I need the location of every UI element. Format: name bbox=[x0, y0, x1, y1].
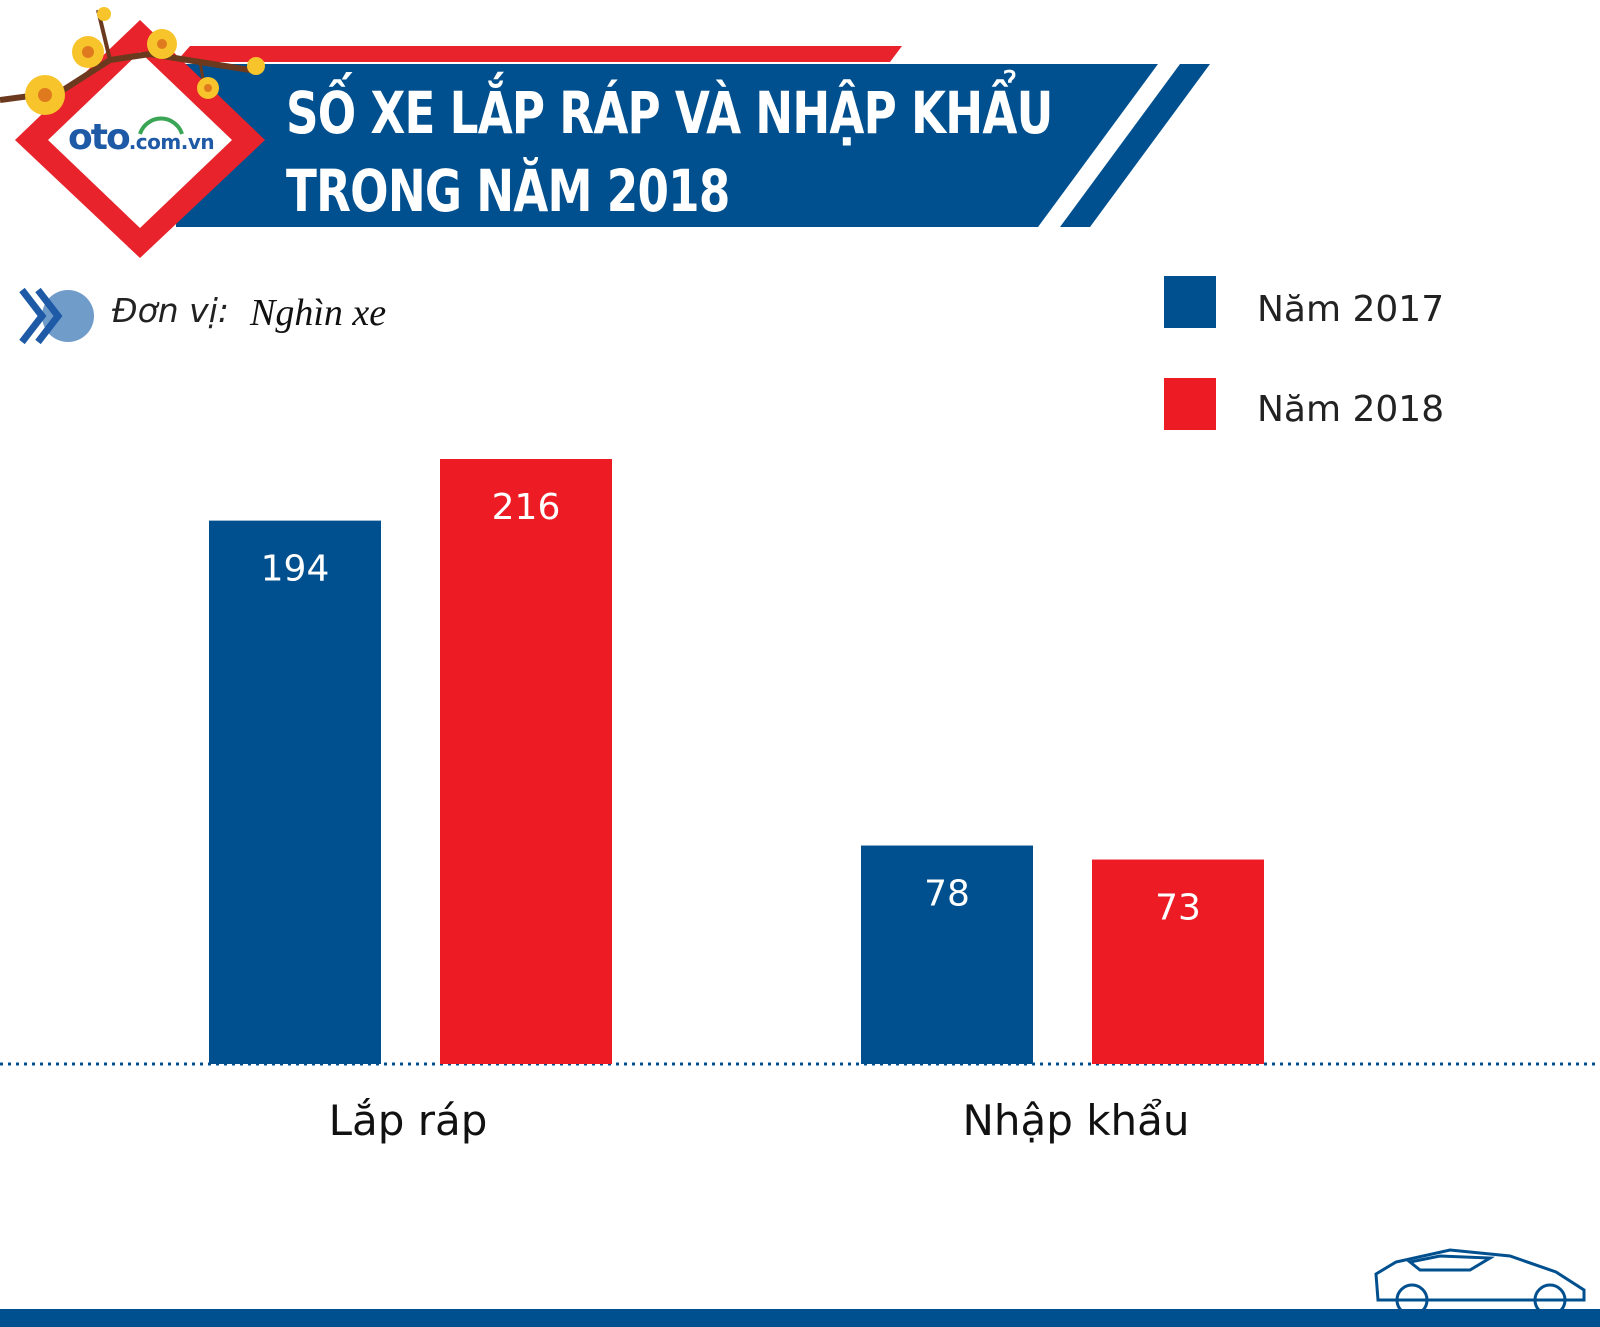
logo-diamond-inner bbox=[48, 52, 232, 228]
logo-speedometer-icon bbox=[138, 116, 184, 135]
data-label-nhap-khau-2017: 78 bbox=[924, 874, 970, 915]
category-label-nhap-khau: Nhập khẩu bbox=[962, 1096, 1190, 1145]
header-blue-band bbox=[176, 64, 1158, 227]
data-label-nhap-khau-2018: 73 bbox=[1155, 888, 1201, 929]
data-label-lap-rap-2018: 216 bbox=[492, 487, 561, 528]
legend-swatch-2018 bbox=[1164, 378, 1216, 430]
bar-lap-rap-2017 bbox=[209, 520, 381, 1064]
unit-label: Đơn vị: bbox=[112, 291, 229, 330]
logo-badge bbox=[15, 20, 265, 258]
header-banner bbox=[176, 46, 1210, 227]
data-label-lap-rap-2017: 194 bbox=[261, 549, 330, 590]
legend-label-2017: Năm 2017 bbox=[1257, 289, 1445, 330]
category-label-lap-rap: Lắp ráp bbox=[328, 1096, 488, 1145]
bar-lap-rap-2018 bbox=[440, 459, 612, 1064]
logo-text: oto.com.vn bbox=[68, 117, 215, 158]
header-blue-slash bbox=[1060, 64, 1210, 227]
page-title-line-1: SỐ XE LẮP RÁP VÀ NHẬP KHẨU bbox=[286, 79, 1053, 147]
apricot-blossom-icon bbox=[0, 7, 265, 115]
legend-swatch-2017 bbox=[1164, 276, 1216, 328]
unit-value: Nghìn xe bbox=[250, 292, 387, 334]
logo-domain: .com.vn bbox=[128, 130, 215, 154]
chevron-double-right-icon bbox=[19, 287, 94, 345]
logo-main: oto bbox=[68, 117, 131, 158]
page-title-line-2: TRONG NĂM 2018 bbox=[286, 157, 730, 225]
legend-label-2018: Năm 2018 bbox=[1257, 389, 1445, 430]
bar-nhap-khau-2018 bbox=[1092, 859, 1264, 1064]
header-red-stripe bbox=[176, 46, 902, 62]
car-outline-icon bbox=[1374, 1248, 1586, 1317]
bar-nhap-khau-2017 bbox=[861, 845, 1033, 1064]
bottom-bar bbox=[0, 1309, 1600, 1327]
